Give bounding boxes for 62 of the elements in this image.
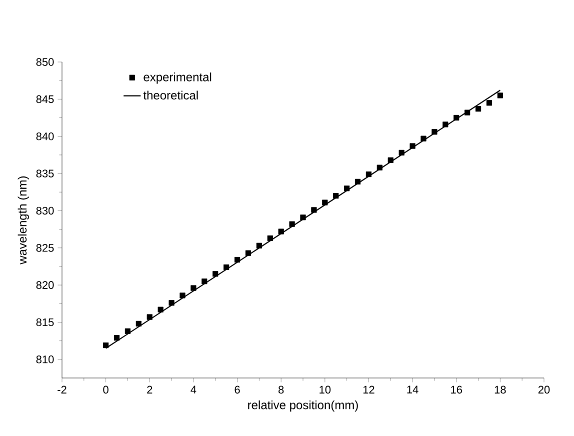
point [234,256,240,263]
legend-label: experimental [144,72,212,84]
point [202,278,208,284]
point [311,207,317,213]
point [124,328,131,334]
legend-label: theoretical [143,90,198,100]
y-tick-label: 830 [36,206,54,215]
point [278,228,284,234]
point [224,264,230,270]
point [410,143,416,149]
point [333,193,339,199]
point [256,242,262,248]
point [300,214,306,220]
x-tick-label: 10 [320,386,331,394]
x-tick-label: 18 [494,386,506,394]
point [322,200,328,206]
y-tick-label: 810 [36,356,54,364]
point [180,292,186,298]
y-tick-label: 845 [36,95,54,104]
y-tick-label: 815 [36,318,54,326]
x-tick-label: 20 [538,386,550,394]
point [486,100,492,106]
point [136,320,142,327]
x-tick-label: -2 [58,386,66,394]
y-axis-title: wavelength (nm) [18,176,29,264]
y-tick-label: 835 [36,170,54,178]
point [388,157,394,163]
point [442,122,448,128]
point [146,314,152,320]
x-tick-label: 6 [234,386,240,394]
x-tick-label: 2 [147,386,152,394]
point [475,106,482,112]
x-axis-title: relative position(mm) [248,400,358,412]
point [354,178,361,184]
point [366,171,372,178]
x-tick-label: 4 [190,386,196,394]
x-tick-label: 14 [407,386,418,394]
y-tick-label: 820 [36,281,54,289]
point [245,250,252,256]
x-tick-label: 0 [103,386,108,394]
point [432,129,438,135]
point [158,306,164,312]
point [464,110,470,116]
x-tick-label: 12 [363,386,374,394]
y-tick-label: 840 [36,132,54,140]
point [497,92,503,98]
point [398,150,404,156]
point [168,300,174,306]
x-tick-label: 16 [451,386,462,394]
point [267,235,273,242]
point [212,271,218,277]
point [289,221,295,227]
point [454,114,460,121]
y-tick-label: 825 [36,244,54,252]
point [103,342,109,348]
x-tick-label: 8 [278,386,284,394]
point [376,164,382,170]
y-tick-label: 850 [36,58,54,66]
point [344,186,350,192]
point [114,335,120,341]
point [190,285,196,291]
point [420,136,426,142]
